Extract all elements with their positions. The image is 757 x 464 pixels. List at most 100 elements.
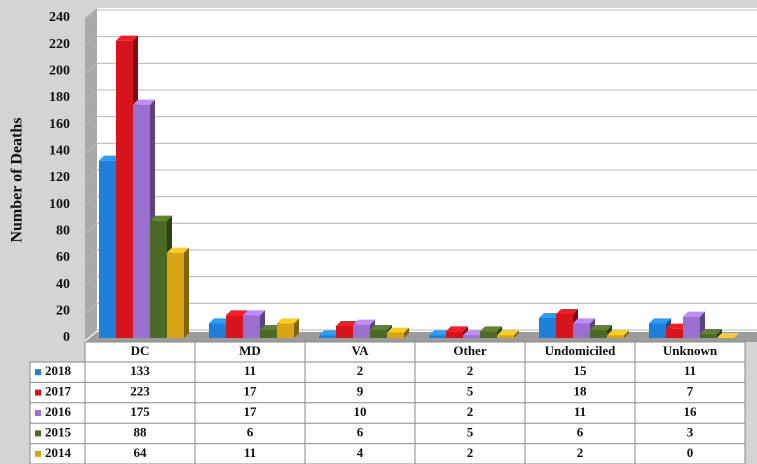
- bar-top: [133, 99, 155, 105]
- bar: [666, 328, 683, 338]
- bar: [133, 104, 150, 339]
- grid-line-side: [84, 329, 98, 341]
- grid-line-side: [84, 276, 98, 288]
- legend-label: 2016: [45, 404, 72, 419]
- table-value: 6: [357, 424, 364, 439]
- y-tick-label: 40: [56, 277, 70, 292]
- bar-top: [590, 325, 612, 330]
- bar: [319, 335, 336, 338]
- bar-top: [370, 325, 392, 330]
- y-tick-label: 140: [49, 144, 70, 159]
- bar-side: [624, 330, 629, 338]
- grid-line-side: [84, 116, 98, 128]
- plot-side-wall: [85, 8, 97, 340]
- bar-side: [514, 330, 519, 338]
- y-tick-label: 120: [49, 170, 70, 185]
- grid-line-side: [84, 169, 98, 181]
- table-value: 11: [684, 363, 696, 378]
- table-value: 16: [684, 404, 698, 419]
- bar: [209, 323, 226, 338]
- bar-top: [446, 326, 468, 332]
- table-value: 18: [574, 384, 588, 399]
- y-axis-title: Number of Deaths: [9, 117, 26, 242]
- table-value: 7: [687, 384, 694, 399]
- bar: [226, 315, 243, 338]
- bar: [150, 220, 167, 338]
- table-value: 2: [577, 445, 584, 460]
- grid-line-side: [84, 89, 98, 101]
- bar: [539, 318, 556, 338]
- table-value: 133: [130, 363, 150, 378]
- bar-top: [573, 318, 595, 324]
- bar: [370, 330, 387, 338]
- bar: [556, 314, 573, 338]
- table-value: 10: [354, 404, 367, 419]
- bar: [700, 334, 717, 338]
- grid-line-side: [84, 142, 98, 154]
- bar-top: [243, 310, 265, 316]
- y-tick-label: 80: [56, 224, 70, 239]
- grid-line-side: [84, 62, 98, 74]
- grid-line-side: [84, 249, 98, 261]
- y-tick-label: 100: [49, 197, 70, 212]
- x-tick-label: VA: [351, 343, 369, 358]
- x-tick-label: Undomiciled: [545, 343, 617, 358]
- table-value: 4: [357, 445, 364, 460]
- y-tick-label: 240: [49, 10, 70, 25]
- x-tick-label: Unknown: [663, 343, 718, 358]
- bar-top: [539, 313, 561, 318]
- y-tick-label: 180: [49, 90, 70, 105]
- bar: [607, 335, 624, 338]
- bar-top: [429, 330, 451, 336]
- table-value: 175: [130, 404, 150, 419]
- table-value: 17: [244, 404, 258, 419]
- bar: [387, 332, 404, 338]
- legend-swatch: [35, 430, 41, 437]
- bar: [649, 323, 666, 338]
- legend-swatch: [35, 410, 41, 416]
- table-value: 2: [467, 363, 474, 378]
- bar: [167, 252, 184, 338]
- bar-side: [294, 318, 299, 338]
- bar-side: [404, 327, 409, 338]
- table-value: 11: [244, 363, 256, 378]
- table-value: 15: [574, 363, 588, 378]
- bar-top: [683, 311, 705, 317]
- y-tick-label: 20: [56, 304, 70, 319]
- grid-line-side: [84, 196, 98, 208]
- table-value: 6: [247, 424, 254, 439]
- bar: [683, 316, 700, 338]
- table-value: 5: [467, 424, 474, 439]
- bar-side: [717, 329, 722, 338]
- legend-label: 2018: [45, 363, 72, 378]
- table-value: 64: [134, 445, 148, 460]
- bar-top: [700, 329, 722, 334]
- bar-top: [167, 247, 189, 253]
- grid-line-side: [84, 222, 98, 234]
- table-value: 3: [687, 424, 694, 439]
- x-tick-label: MD: [239, 343, 261, 358]
- bar-top: [497, 330, 519, 336]
- bar-top: [277, 318, 299, 324]
- table-value: 6: [577, 424, 584, 439]
- table-value: 9: [357, 384, 364, 399]
- bar: [497, 335, 514, 338]
- bar: [116, 40, 133, 339]
- table-value: 11: [244, 445, 256, 460]
- table-value: 5: [467, 384, 474, 399]
- table-value: 0: [687, 445, 694, 460]
- y-tick-label: 200: [49, 64, 70, 79]
- legend-label: 2015: [45, 424, 72, 439]
- bar-top: [353, 319, 375, 325]
- bar-top: [717, 333, 739, 338]
- bar-top: [649, 318, 671, 324]
- bar-top: [463, 330, 485, 336]
- y-tick-label: 60: [56, 250, 70, 265]
- y-tick-label: 220: [49, 37, 70, 52]
- bar: [446, 331, 463, 338]
- y-tick-label: 0: [63, 330, 70, 345]
- grid-line-side: [84, 36, 98, 48]
- bar: [243, 315, 260, 338]
- bar: [260, 330, 277, 338]
- grid-line-side: [84, 9, 98, 21]
